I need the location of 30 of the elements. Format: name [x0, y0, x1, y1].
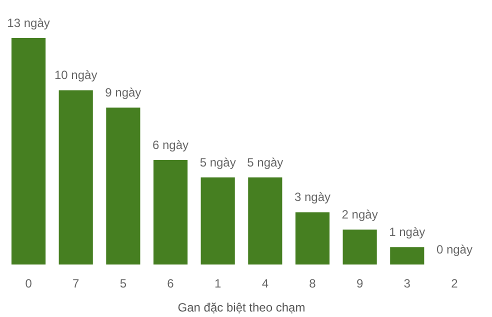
x-tick-label: 5 [120, 276, 127, 290]
data-label: 5 ngày [247, 155, 284, 170]
bar [153, 160, 188, 264]
data-label: 6 ngày [152, 138, 189, 152]
bar [390, 247, 424, 264]
bar [106, 108, 140, 264]
x-tick-label: 3 [404, 276, 411, 290]
bar [295, 212, 330, 264]
bar [342, 230, 377, 264]
x-tick-label: 9 [356, 276, 364, 290]
x-tick-label: 0 [25, 276, 32, 290]
x-tick-label: 8 [309, 276, 316, 290]
x-tick-label: 2 [451, 276, 458, 290]
x-axis-title: Gan đặc biệt theo chạm [178, 300, 306, 314]
bar [58, 90, 93, 264]
x-tick-label: 7 [72, 276, 80, 290]
x-tick-label: 4 [262, 276, 269, 290]
data-label: 5 ngày [200, 155, 236, 170]
x-tick-label: 1 [214, 276, 222, 290]
data-label: 0 ngày [436, 242, 472, 256]
bar [200, 177, 235, 264]
bar [11, 38, 46, 264]
bar [248, 177, 282, 264]
data-label: 10 ngày [54, 68, 98, 82]
data-label: 13 ngày [7, 16, 50, 30]
data-label: 9 ngày [105, 86, 142, 100]
data-label: 1 ngày [389, 225, 426, 240]
x-tick-label: 6 [167, 276, 174, 290]
data-label: 3 ngày [294, 190, 331, 204]
data-label: 2 ngày [342, 208, 378, 222]
